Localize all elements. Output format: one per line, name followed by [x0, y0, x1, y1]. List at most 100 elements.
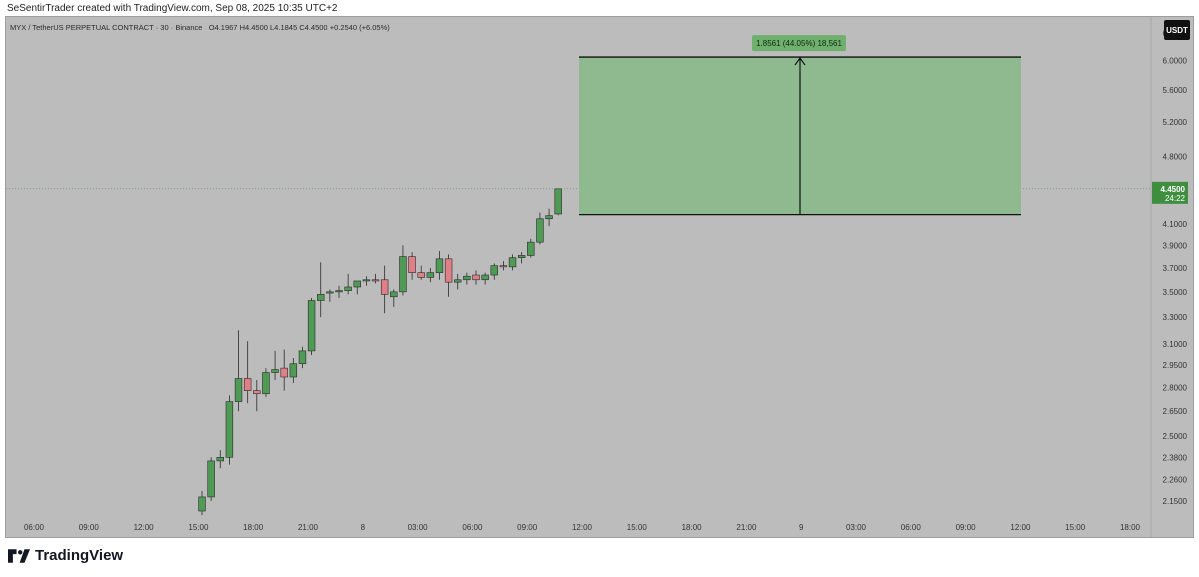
price-tick-label: 5.6000: [1163, 86, 1188, 95]
candle-up: [234, 378, 243, 402]
price-tick-label: 4.8000: [1163, 152, 1188, 161]
tradingview-logo: TradingView: [8, 547, 123, 564]
time-tick-label: 18:00: [243, 523, 264, 532]
time-tick-label: 09:00: [956, 523, 977, 532]
candle-down: [408, 256, 416, 273]
time-tick-label: 9: [799, 523, 804, 532]
measure-label: 1.8561 (44.05%) 18,561: [756, 39, 842, 48]
time-tick-label: 12:00: [1010, 523, 1031, 532]
time-tick-label: 12:00: [134, 523, 155, 532]
ohlc-low: L4.1845: [270, 23, 298, 32]
ohlc-close: C4.4500: [299, 23, 328, 32]
tradingview-wordmark: TradingView: [35, 547, 124, 564]
candle-up: [317, 294, 325, 301]
candle-up: [298, 350, 307, 365]
candle-up: [517, 255, 526, 259]
candle-up: [207, 460, 215, 498]
measure-arrow-head: [794, 57, 806, 66]
candle-up: [271, 369, 279, 373]
time-tick-label: 12:00: [572, 523, 593, 532]
measure-label-box: [752, 35, 846, 52]
time-axis[interactable]: 06:00 09:00 12:00 15:00 18:00 21:00 8 03:00 06:0…: [24, 523, 1141, 532]
ohlc-high: H4.4500: [239, 23, 268, 32]
symbol-title: MYX / TetherUS PERPETUAL CONTRACT · 30 ·…: [10, 23, 203, 32]
candle-up: [435, 258, 444, 273]
candle-up: [454, 279, 462, 283]
candle-down: [499, 265, 508, 268]
candle-down: [472, 274, 480, 281]
candle-up: [508, 257, 517, 268]
candle-up: [326, 291, 334, 294]
price-tick-label: 2.1500: [1163, 497, 1188, 506]
bar-countdown: 24:22: [1165, 194, 1186, 203]
candle-up: [426, 272, 435, 278]
candle-down: [280, 367, 288, 378]
price-tick-label: 6.0000: [1163, 57, 1188, 66]
time-tick-label: 06:00: [462, 523, 483, 532]
candle-up: [198, 496, 206, 512]
candle-up: [225, 401, 234, 458]
candle-down: [444, 258, 453, 283]
chart-created-by: SeSentirTrader created with TradingView.…: [7, 3, 338, 14]
chart-pane[interactable]: 1.8561 (44.05%) 18,561 6.40006.00005.600…: [5, 16, 1194, 538]
price-tick-label: 3.7000: [1163, 264, 1188, 273]
price-tick-label: 3.9000: [1163, 241, 1188, 250]
candle-up: [362, 279, 371, 282]
candle-down: [371, 279, 380, 282]
candle-up: [289, 363, 298, 378]
time-tick-label: 06:00: [24, 523, 45, 532]
candle-up: [262, 372, 270, 395]
candle-up: [481, 274, 489, 281]
candle-up: [536, 218, 544, 243]
candle-up: [353, 280, 361, 288]
candlestick-chart[interactable]: 1.8561 (44.05%) 18,561 6.40006.00005.600…: [6, 17, 1193, 537]
candle-up: [463, 275, 471, 281]
measure-tool-group[interactable]: 1.8561 (44.05%) 18,561: [579, 35, 1021, 216]
ohlc-open: O4.1967: [208, 23, 238, 32]
price-tick-label: 3.3000: [1163, 313, 1188, 322]
candle-up: [527, 241, 535, 256]
price-tick-label: 2.2600: [1163, 475, 1188, 484]
price-axis[interactable]: 6.40006.00005.60005.20004.80004.10003.90…: [1150, 17, 1188, 537]
candle-up: [545, 215, 553, 220]
candle-down: [380, 279, 389, 295]
candle-up: [307, 300, 316, 352]
candle-down: [243, 378, 252, 391]
time-tick-label: 09:00: [79, 523, 100, 532]
candle-up: [399, 256, 407, 293]
time-tick-label: 03:00: [846, 523, 867, 532]
price-tick-label: 5.2000: [1163, 118, 1188, 127]
price-tick-label: 2.6500: [1163, 407, 1188, 416]
symbol-legend: MYX / TetherUS PERPETUAL CONTRACT · 30 ·…: [10, 23, 390, 32]
time-tick-label: 21:00: [736, 523, 757, 532]
price-tick-label: 2.8000: [1163, 384, 1188, 393]
currency-badge[interactable]: USDT: [1164, 20, 1190, 40]
candle-down: [253, 390, 261, 395]
price-tick-label: 2.5000: [1163, 432, 1188, 441]
current-price-value: 4.4500: [1161, 185, 1186, 194]
time-tick-label: 15:00: [627, 523, 648, 532]
tradingview-logo-icon: [8, 548, 30, 563]
candle-up: [390, 291, 398, 298]
candle-up: [344, 286, 352, 291]
candle-up: [554, 188, 562, 215]
candle-up: [490, 265, 498, 276]
candle-up: [216, 457, 224, 462]
price-tick-label: 2.9500: [1163, 361, 1188, 370]
price-tick-label: 3.1000: [1163, 340, 1188, 349]
ohlc-change: +0.2540 (+6.05%): [329, 23, 390, 32]
time-tick-label: 06:00: [901, 523, 922, 532]
price-tick-label: 4.1000: [1163, 220, 1188, 229]
time-tick-label: 15:00: [188, 523, 209, 532]
candle-down: [417, 272, 425, 278]
candle-up: [335, 290, 343, 293]
candles-group: [198, 188, 562, 516]
price-tick-label: 2.3800: [1163, 453, 1188, 462]
time-tick-label: 03:00: [408, 523, 429, 532]
time-tick-label: 8: [361, 523, 366, 532]
time-tick-label: 09:00: [517, 523, 538, 532]
current-price-tag: [1152, 181, 1188, 204]
time-tick-label: 18:00: [1120, 523, 1141, 532]
time-tick-label: 21:00: [298, 523, 319, 532]
price-tick-label: 3.5000: [1163, 288, 1188, 297]
